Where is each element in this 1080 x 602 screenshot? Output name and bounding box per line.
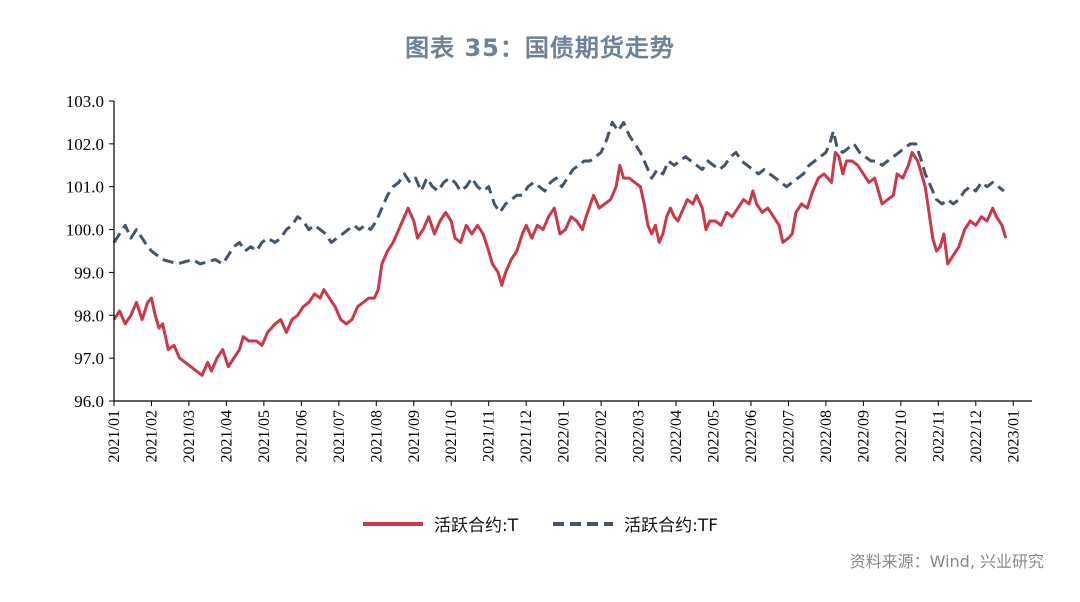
x-tick-label: 2021/06	[293, 410, 310, 462]
y-tick-label: 96.0	[74, 392, 104, 411]
x-tick-label: 2022/02	[593, 410, 610, 462]
x-tick-label: 2022/01	[556, 410, 573, 462]
y-tick-label: 102.0	[66, 135, 104, 154]
y-tick-label: 98.0	[74, 306, 104, 325]
x-tick-label: 2021/05	[256, 410, 273, 462]
chart-title: 图表 35：国债期货走势	[405, 34, 675, 62]
series-line-t	[112, 150, 1008, 377]
x-tick-label: 2021/11	[481, 410, 498, 462]
legend-label-t: 活跃合约:T	[433, 516, 519, 536]
x-tick-label: 2021/07	[331, 410, 348, 462]
x-tick-label: 2022/07	[780, 410, 797, 462]
x-tick-label: 2022/11	[930, 410, 947, 462]
y-tick-label: 101.0	[66, 178, 104, 197]
x-tick-label: 2021/01	[106, 410, 123, 462]
legend-item-t: 活跃合约:T	[362, 511, 518, 536]
plot-area	[112, 120, 1008, 377]
legend-swatch-tf	[553, 521, 614, 526]
x-tick-label: 2021/08	[368, 410, 385, 462]
x-tick-label: 2021/09	[406, 410, 423, 462]
x-tick-label: 2021/02	[143, 410, 160, 462]
legend-swatch-t	[362, 521, 423, 526]
y-tick-label: 103.0	[66, 92, 104, 111]
legend-item-tf: 活跃合约:TF	[552, 511, 718, 536]
legend: 活跃合约:T 活跃合约:TF	[0, 511, 1080, 536]
y-axis: 96.0 97.0 98.0 99.0 100.0 101.0 102.0 103.0	[66, 92, 115, 411]
y-tick-label: 97.0	[74, 349, 104, 368]
x-tick-label: 2021/03	[181, 410, 198, 462]
x-tick-label: 2021/04	[218, 410, 235, 462]
x-tick-label: 2021/12	[518, 410, 535, 462]
legend-label-tf: 活跃合约:TF	[624, 516, 718, 536]
y-tick-label: 99.0	[74, 263, 104, 282]
x-tick-label: 2023/01	[1005, 410, 1022, 462]
x-tick-label: 2022/05	[706, 410, 723, 462]
x-tick-label: 2022/04	[668, 410, 685, 462]
x-tick-label: 2022/10	[893, 410, 910, 462]
x-tick-label: 2022/06	[743, 410, 760, 462]
x-tick-label: 2022/03	[631, 410, 648, 462]
x-axis: 2021/01 2021/02 2021/03 2021/04 2021/05 2021/…	[106, 400, 1032, 462]
x-tick-label: 2022/08	[818, 410, 835, 462]
x-tick-label: 2022/09	[855, 410, 872, 462]
x-tick-label: 2021/10	[443, 410, 460, 462]
series-line-tf	[112, 120, 1005, 266]
x-tick-label: 2022/12	[968, 410, 985, 462]
source-note: 资料来源：Wind, 兴业研究	[849, 552, 1044, 571]
y-tick-label: 100.0	[66, 221, 104, 240]
